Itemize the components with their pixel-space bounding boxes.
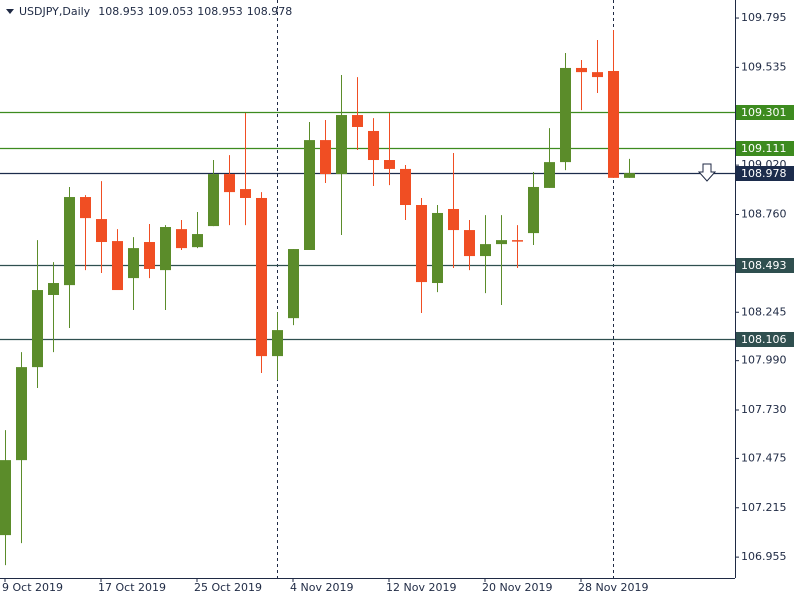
candle-body xyxy=(480,244,491,257)
candle-body xyxy=(368,130,379,161)
level-label: 108.978 xyxy=(741,167,787,180)
candle-body xyxy=(432,212,443,284)
candle-body xyxy=(64,197,75,286)
level-label: 108.493 xyxy=(741,259,787,272)
x-tick-label: 9 Oct 2019 xyxy=(2,581,63,594)
candle-body xyxy=(240,189,251,198)
y-tick-label: 108.245 xyxy=(741,305,787,318)
y-tick-label: 109.535 xyxy=(741,60,787,73)
x-tick-label: 12 Nov 2019 xyxy=(386,581,456,594)
candle-body xyxy=(160,227,171,271)
level-label-box xyxy=(736,141,794,156)
candle-body xyxy=(544,162,555,188)
chart-header: USDJPY,Daily 108.953 109.053 108.953 108.978 xyxy=(19,5,292,18)
candle-body xyxy=(96,219,107,243)
y-tick-label: 109.795 xyxy=(741,11,787,24)
candles-layer xyxy=(0,29,635,566)
header-open: 108.953 xyxy=(98,5,144,18)
candle-body xyxy=(320,140,331,175)
header-high: 109.053 xyxy=(148,5,194,18)
candle-body xyxy=(32,290,43,368)
candle-body xyxy=(448,208,459,231)
candle-body xyxy=(400,168,411,206)
x-tick-label: 25 Oct 2019 xyxy=(194,581,262,594)
y-tick-label: 107.215 xyxy=(741,501,787,514)
level-label-box xyxy=(736,105,794,120)
candle-body xyxy=(576,67,587,73)
x-tick-label: 20 Nov 2019 xyxy=(482,581,552,594)
candle-body xyxy=(16,367,27,461)
level-label-box xyxy=(736,258,794,273)
y-tick-label: 107.990 xyxy=(741,354,787,367)
level-label: 108.106 xyxy=(741,333,787,346)
candle-body xyxy=(512,240,523,242)
candle-body xyxy=(592,72,603,78)
candle-body xyxy=(560,67,571,163)
labels-layer: 109.301 109.111 108.978 108.493 108.106 xyxy=(736,105,794,347)
level-label: 109.301 xyxy=(741,106,787,119)
candle-body xyxy=(48,283,59,295)
y-tick-label: 106.955 xyxy=(741,550,787,563)
candle-body xyxy=(288,249,299,319)
y-tick-label: 107.475 xyxy=(741,451,787,464)
candle-body xyxy=(464,230,475,257)
candle-body xyxy=(80,197,91,219)
sell-arrow-icon[interactable] xyxy=(697,163,717,182)
candle-body xyxy=(528,186,539,234)
x-tick-label: 17 Oct 2019 xyxy=(98,581,166,594)
candle-body xyxy=(128,248,139,279)
grid-layer: 109.795109.535109.020108.760108.245107.9… xyxy=(0,0,787,594)
candle-body xyxy=(624,173,635,178)
level-label-box xyxy=(736,166,794,181)
candle-body xyxy=(304,140,315,250)
header-close: 108.978 xyxy=(247,5,293,18)
candle-body xyxy=(272,330,283,357)
candle-body xyxy=(224,174,235,193)
candle-body xyxy=(112,241,123,291)
candle-body xyxy=(208,174,219,227)
y-tick-label: 107.730 xyxy=(741,403,787,416)
candle-body xyxy=(336,115,347,175)
candle-body xyxy=(496,240,507,245)
x-tick-label: 4 Nov 2019 xyxy=(290,581,353,594)
level-label: 109.111 xyxy=(741,142,787,155)
candle-body xyxy=(0,460,11,536)
candle-body xyxy=(144,242,155,269)
candle-body xyxy=(352,115,363,127)
candle-body xyxy=(256,197,267,357)
y-tick-label: 108.760 xyxy=(741,207,787,220)
x-tick-label: 28 Nov 2019 xyxy=(578,581,648,594)
candle-body xyxy=(192,234,203,248)
menu-triangle[interactable] xyxy=(6,9,14,14)
symbol-title: USDJPY,Daily xyxy=(19,5,91,18)
candle-body xyxy=(608,70,619,178)
candle-body xyxy=(416,205,427,283)
candle-body xyxy=(384,160,395,169)
candle-body xyxy=(176,229,187,249)
header-low: 108.953 xyxy=(197,5,243,18)
level-label-box xyxy=(736,332,794,347)
